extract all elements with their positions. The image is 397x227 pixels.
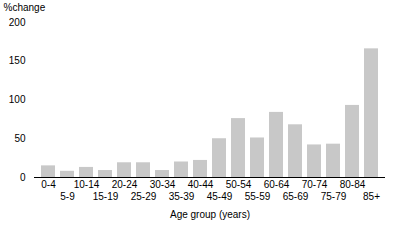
svg-text:0-4: 0-4 bbox=[41, 179, 56, 190]
svg-text:30-34: 30-34 bbox=[150, 179, 176, 190]
svg-text:0: 0 bbox=[20, 172, 26, 183]
svg-text:Age group (years): Age group (years) bbox=[170, 209, 250, 220]
svg-text:70-74: 70-74 bbox=[302, 179, 328, 190]
svg-text:5-9: 5-9 bbox=[60, 191, 75, 202]
svg-text:45-49: 45-49 bbox=[207, 191, 233, 202]
svg-text:100: 100 bbox=[9, 94, 26, 105]
svg-text:75-79: 75-79 bbox=[321, 191, 347, 202]
svg-text:35-39: 35-39 bbox=[169, 191, 195, 202]
svg-text:55-59: 55-59 bbox=[245, 191, 271, 202]
svg-text:80-84: 80-84 bbox=[340, 179, 366, 190]
svg-text:150: 150 bbox=[9, 55, 26, 66]
svg-text:10-14: 10-14 bbox=[74, 179, 100, 190]
svg-text:200: 200 bbox=[9, 17, 26, 28]
svg-text:50-54: 50-54 bbox=[226, 179, 252, 190]
svg-text:40-44: 40-44 bbox=[188, 179, 214, 190]
svg-text:65-69: 65-69 bbox=[283, 191, 309, 202]
svg-text:%change: %change bbox=[4, 2, 46, 13]
svg-text:60-64: 60-64 bbox=[264, 179, 290, 190]
svg-text:20-24: 20-24 bbox=[112, 179, 138, 190]
svg-text:85+: 85+ bbox=[363, 191, 380, 202]
svg-text:15-19: 15-19 bbox=[93, 191, 119, 202]
svg-text:50: 50 bbox=[14, 133, 26, 144]
svg-text:25-29: 25-29 bbox=[131, 191, 157, 202]
